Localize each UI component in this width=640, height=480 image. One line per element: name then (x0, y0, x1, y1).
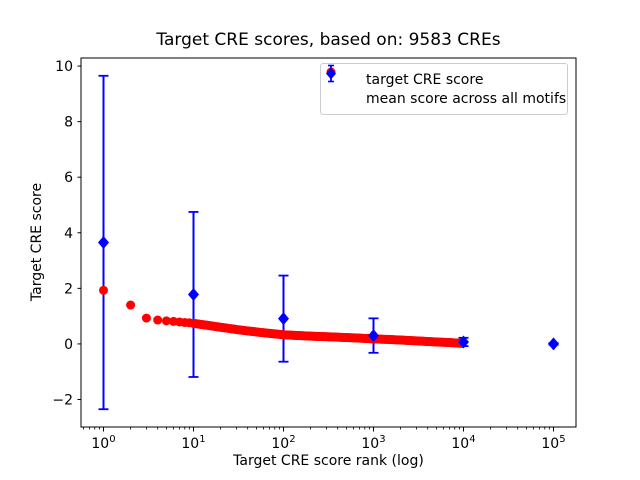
x-tick-label: 102 (271, 434, 295, 452)
y-tick-label: 10 (55, 59, 73, 75)
y-tick-label: 4 (64, 226, 73, 242)
red-scatter-point (99, 285, 108, 295)
x-axis-label: Target CRE score rank (log) (233, 453, 424, 469)
y-tick-label: 8 (64, 115, 73, 131)
red-scatter-point (126, 300, 136, 310)
mean-score-diamond (548, 337, 559, 351)
mean-score-diamond (458, 335, 469, 349)
mean-score-diamond (278, 312, 289, 326)
red-scatter-point (141, 313, 151, 323)
y-tick-label: 6 (64, 170, 73, 186)
x-tick-label: 105 (541, 434, 565, 452)
y-tick-label: 2 (64, 281, 73, 297)
x-tick-label: 101 (181, 434, 205, 452)
y-tick-label: 0 (64, 337, 73, 353)
legend-item-label: target CRE score (366, 71, 484, 88)
legend-item-label: mean score across all motifs (366, 90, 567, 107)
legend-item-mean-score: mean score across all motifs (326, 64, 567, 108)
mean-score-diamond (368, 329, 379, 343)
y-axis-label: Target CRE score (29, 182, 45, 302)
chart-title: Target CRE scores, based on: 9583 CREs (156, 30, 501, 50)
legend-item-target-cre-score: target CRE score (326, 67, 563, 89)
x-tick-label: 100 (91, 434, 115, 452)
plot-frame (80, 57, 577, 428)
mean-score-diamond (188, 287, 199, 301)
legend: target CRE score mean score across all m… (320, 63, 568, 115)
red-scatter-point (161, 316, 171, 326)
y-tick-label: −2 (52, 392, 73, 408)
x-tick-label: 104 (451, 434, 475, 452)
x-tick-label: 103 (361, 434, 385, 452)
red-scatter-point (153, 315, 163, 325)
mean-score-diamond (98, 236, 109, 249)
